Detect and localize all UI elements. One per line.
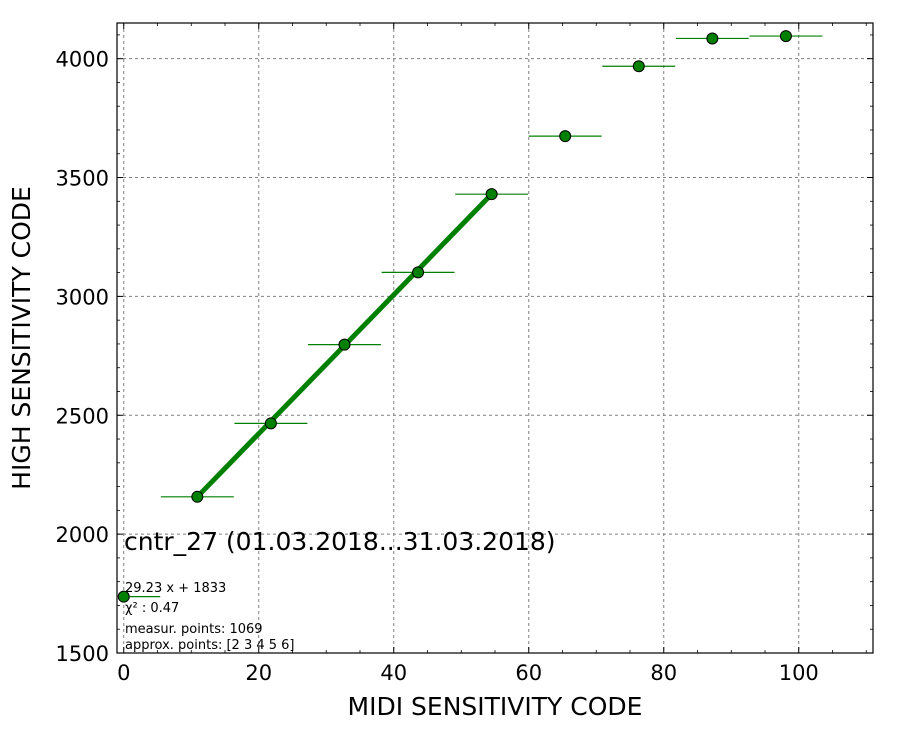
x-axis-label: MIDI SENSITIVITY CODE [348,692,643,721]
data-point [191,490,204,503]
x-tick-labels: 0 20 40 60 80 100 [117,661,819,685]
x-tick-label: 20 [245,661,272,685]
data-point [632,60,645,73]
data-point [706,32,719,45]
annotation-line: approx. points: [2 3 4 5 6] [125,638,295,653]
data-point [485,188,498,201]
annotation-line: measur. points: 1069 [125,622,263,637]
annotation-line: χ² : 0.47 [125,601,179,616]
y-tick-labels: 1500 2000 2500 3000 3500 4000 [56,48,109,666]
data-point [779,30,792,43]
data-point [338,338,351,351]
x-tick-label: 60 [515,661,542,685]
plot-frame [116,22,874,654]
y-tick-label: 3500 [56,167,109,191]
x-tick-label: 100 [779,661,819,685]
annotation-line: 29.23 x + 1833 [125,581,226,596]
y-axis-label: HIGH SENSITIVITY CODE [7,186,36,490]
chart-title: cntr_27 (01.03.2018...31.03.2018) [124,527,556,556]
plot-background [117,23,873,653]
data-point [264,417,277,430]
data-point [117,590,130,603]
x-tick-label: 80 [650,661,677,685]
y-tick-label: 2500 [56,404,109,428]
y-tick-label: 4000 [56,48,109,72]
data-point [559,130,572,143]
x-tick-label: 40 [380,661,407,685]
x-tick-label: 0 [117,661,130,685]
y-tick-label: 1500 [56,642,109,666]
data-point [412,266,425,279]
fit-annotations: 29.23 x + 1833 χ² : 0.47 measur. points: 1… [125,581,295,653]
y-tick-label: 3000 [56,285,109,309]
data-points [117,30,792,603]
y-tick-label: 2000 [56,523,109,547]
